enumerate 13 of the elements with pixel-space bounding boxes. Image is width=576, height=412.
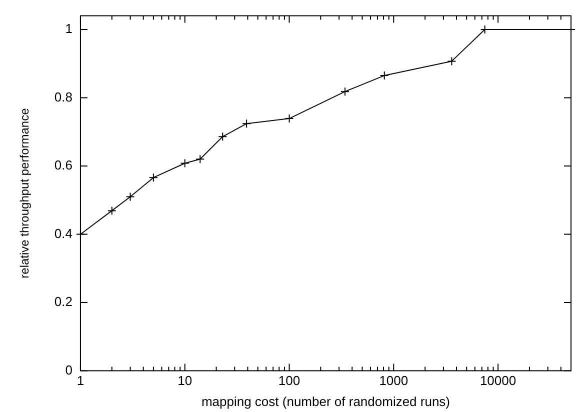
x-tick-label: 1000 <box>379 373 408 388</box>
x-tick-label: 10000 <box>480 373 516 388</box>
y-tick-label: 0.2 <box>54 294 72 310</box>
y-tick-label: 0.8 <box>54 89 72 104</box>
x-tick-label: 1 <box>76 373 84 388</box>
y-tick-label: 0 <box>65 362 72 378</box>
y-tick-label: 1 <box>65 21 72 36</box>
x-axis-title: mapping cost (number of randomized runs) <box>201 394 450 409</box>
y-axis-title: relative throughput performance <box>18 108 32 278</box>
x-tick-label: 10 <box>178 373 192 388</box>
x-tick-label: 100 <box>278 373 300 388</box>
y-tick-label: 0.4 <box>54 226 72 241</box>
y-tick-label: 0.6 <box>54 158 72 173</box>
